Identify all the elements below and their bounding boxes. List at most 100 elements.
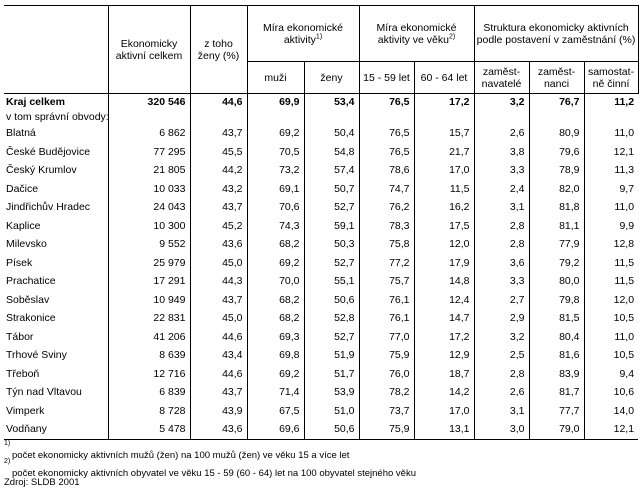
cell: 12,8 xyxy=(583,235,639,254)
data-table: Ekonomicky aktivní celkem z toho ženy (%… xyxy=(4,5,639,440)
cell: 10,6 xyxy=(583,383,639,402)
cell: 76,0 xyxy=(358,364,414,383)
row-label: Strakonice xyxy=(6,312,56,325)
row-label: Kraj celkem xyxy=(6,96,65,108)
row-label: Písek xyxy=(6,256,33,269)
header-cell: Ekonomicky aktivní celkem xyxy=(107,5,191,94)
cell: 3,1 xyxy=(473,401,530,420)
cell: 57,4 xyxy=(303,161,359,180)
row-label: Týn nad Vltavou xyxy=(6,386,82,399)
cell: 44,3 xyxy=(189,272,247,291)
cell: 12,1 xyxy=(583,142,639,161)
subheader-cell: zaměst-nanci xyxy=(528,61,585,94)
table-row: Český Krumlov 21 805 44,2 73,2 57,4 78,6 17,0 3… xyxy=(4,161,639,180)
subheader-cell: ženy xyxy=(303,61,360,94)
cell xyxy=(358,110,414,124)
cell: 12,0 xyxy=(583,290,639,309)
cell: 59,1 xyxy=(303,216,359,235)
cell: 10,5 xyxy=(583,309,639,328)
table-row: Dačice 10 033 43,2 69,1 50,7 74,7 11,5 2,4 82,0 9… xyxy=(4,179,639,198)
cell: 14,2 xyxy=(413,383,475,402)
table-row: Blatná 6 862 43,7 69,2 50,4 76,5 15,7 2,6 80,9 11… xyxy=(4,124,639,143)
cell: 3,3 xyxy=(473,272,530,291)
table-header: Ekonomicky aktivní celkem z toho ženy (%… xyxy=(4,5,639,94)
cell: 15,7 xyxy=(413,124,475,143)
cell: 18,7 xyxy=(413,364,475,383)
row-label: Soběslav xyxy=(6,293,50,306)
cell: 2,7 xyxy=(473,290,530,309)
cell: 76,1 xyxy=(358,309,414,328)
cell: 73,7 xyxy=(358,401,414,420)
cell: 2,4 xyxy=(473,179,530,198)
cell: 52,7 xyxy=(303,327,359,346)
cell: 68,2 xyxy=(246,235,304,254)
cell: 70,0 xyxy=(246,272,304,291)
cell: 43,7 xyxy=(189,124,247,143)
cell: 9 552 xyxy=(107,235,190,254)
cell: 69,6 xyxy=(246,420,304,440)
table-row: Písek 25 979 45,0 69,2 52,7 77,2 17,9 3,6 79,2 11… xyxy=(4,253,639,272)
cell: 10 300 xyxy=(107,216,190,235)
cell: 77 295 xyxy=(107,142,190,161)
cell: 10 949 xyxy=(107,290,190,309)
row-label: Vodňany xyxy=(4,420,108,440)
source: Zdroj: SLDB 2001 xyxy=(4,477,80,488)
table-row: Vimperk 8 728 43,9 67,5 51,0 73,7 17,0 3,1 77,7 1… xyxy=(4,401,639,420)
row-label: Milevsko xyxy=(6,238,47,251)
cell: 43,6 xyxy=(189,420,247,440)
cell: 11,5 xyxy=(413,179,475,198)
cell: 3,8 xyxy=(473,142,530,161)
cell: 3,6 xyxy=(473,253,530,272)
cell: 320 546 xyxy=(107,93,190,110)
cell: 81,8 xyxy=(528,198,585,217)
header-cell: z toho ženy (%) xyxy=(189,5,248,94)
cell: 17,2 xyxy=(413,327,475,346)
cell: 11,5 xyxy=(583,253,639,272)
header-cell: Struktura ekonomicky aktivních podle pos… xyxy=(473,5,639,62)
row-label: Třeboň xyxy=(6,367,40,380)
cell: 68,2 xyxy=(246,290,304,309)
cell: 14,0 xyxy=(583,401,639,420)
table-row: Týn nad Vltavou 6 839 43,7 71,4 53,9 78,2 14,2… xyxy=(4,383,639,402)
table-row: České Budějovice 77 295 45,5 70,5 54,8 76,5 21… xyxy=(4,142,639,161)
cell: 74,7 xyxy=(358,179,414,198)
footnote-text: počet ekonomicky aktivních mužů (žen) na… xyxy=(12,450,350,461)
cell: 55,1 xyxy=(303,272,359,291)
cell: 43,2 xyxy=(189,179,247,198)
cell: 12,1 xyxy=(583,420,639,440)
cell xyxy=(303,110,359,124)
row-label: Vimperk xyxy=(6,404,45,417)
cell: 2,8 xyxy=(473,235,530,254)
cell: 50,7 xyxy=(303,179,359,198)
cell: 41 206 xyxy=(107,327,190,346)
cell: 6 862 xyxy=(107,124,190,143)
cell xyxy=(107,110,190,124)
cell: 2,8 xyxy=(473,216,530,235)
cell: 12,9 xyxy=(413,346,475,365)
cell: 78,3 xyxy=(358,216,414,235)
cell: 79,0 xyxy=(528,420,585,440)
cell: 69,9 xyxy=(246,93,304,110)
cell: 52,7 xyxy=(303,253,359,272)
cell: 69,2 xyxy=(246,364,304,383)
row-label: Tábor xyxy=(6,330,34,343)
cell: 50,3 xyxy=(303,235,359,254)
subheading-row: v tom správní obvody: xyxy=(4,110,639,124)
header-cell: Míra ekonomické aktivity1) xyxy=(246,5,360,62)
cell: 78,6 xyxy=(358,161,414,180)
cell: 8 639 xyxy=(107,346,190,365)
row-label: České Budějovice xyxy=(6,145,91,158)
header-text: Míra ekonomické aktivity xyxy=(263,21,343,46)
cell: 21 805 xyxy=(107,161,190,180)
cell: 76,5 xyxy=(358,124,414,143)
subheader-cell: zaměst-navatelé xyxy=(473,61,530,94)
cell: 69,1 xyxy=(246,179,304,198)
cell: 2,6 xyxy=(473,124,530,143)
cell xyxy=(528,110,585,124)
footnote-ref: 2) xyxy=(448,33,456,40)
cell: 75,8 xyxy=(358,235,414,254)
cell: 67,5 xyxy=(246,401,304,420)
cell: 8 728 xyxy=(107,401,190,420)
cell: 78,9 xyxy=(528,161,585,180)
cell: 43,9 xyxy=(189,401,247,420)
